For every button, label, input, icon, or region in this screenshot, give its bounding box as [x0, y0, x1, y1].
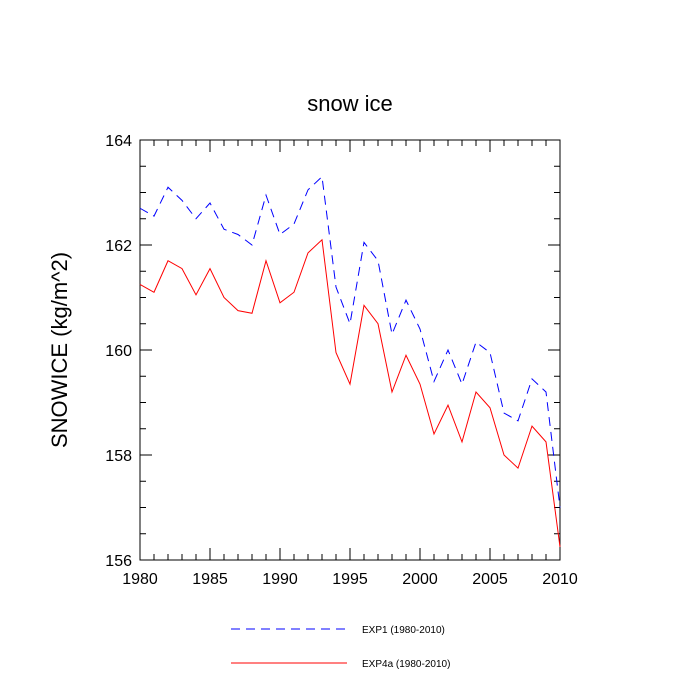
- chart-title: snow ice: [307, 91, 393, 116]
- legend: EXP1 (1980-2010) EXP4a (1980-2010): [231, 625, 450, 670]
- x-tick-label: 1995: [332, 571, 368, 588]
- x-tick-label: 1990: [262, 571, 298, 588]
- x-tick-label: 2010: [542, 571, 578, 588]
- series-lines: [139, 175, 561, 547]
- axis-ticks: [139, 139, 561, 561]
- series-line-exp1: [139, 175, 561, 508]
- x-tick-label: 2000: [402, 571, 438, 588]
- legend-label-exp4a: EXP4a (1980-2010): [362, 659, 450, 670]
- y-tick-label: 160: [105, 343, 132, 360]
- x-tick-label: 1985: [192, 571, 228, 588]
- x-tick-label: 2005: [472, 571, 508, 588]
- y-tick-label: 158: [105, 448, 132, 465]
- x-tick-label: 1980: [122, 571, 158, 588]
- plot-frame: [139, 139, 561, 561]
- y-axis-label: SNOWICE (kg/m^2): [47, 252, 72, 448]
- series-line-exp4a: [139, 238, 561, 547]
- y-tick-label: 162: [105, 238, 132, 255]
- y-tick-label: 164: [105, 133, 132, 150]
- y-tick-label: 156: [105, 553, 132, 570]
- tick-labels: 1980 1985 1990 1995 2000 2005 2010 156 158 160 162…: [105, 133, 578, 588]
- legend-label-exp1: EXP1 (1980-2010): [362, 625, 445, 636]
